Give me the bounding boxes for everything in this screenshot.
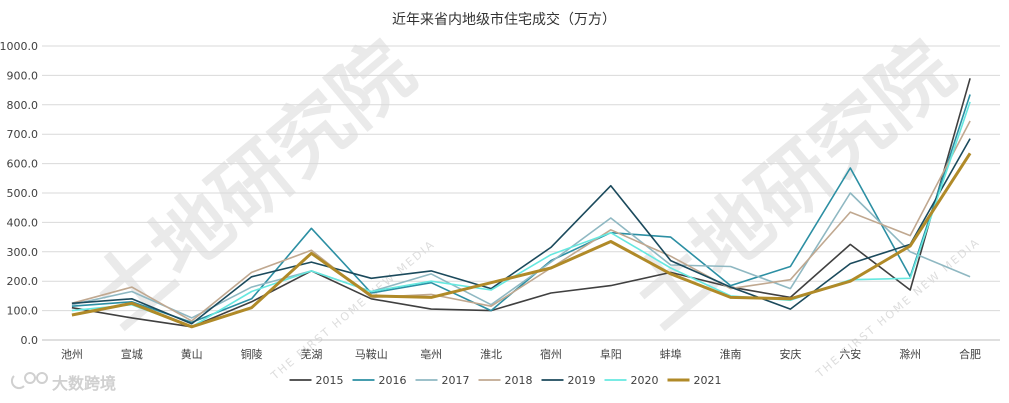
x-tick-label: 池州 [61, 348, 83, 361]
x-axis-ticks: 池州 宣城 黄山 铜陵 芜湖 马鞍山 亳州 淮北 宿州 阜阳 蚌埠 淮南 安庆 六安 滁州 合肥 [61, 347, 981, 361]
x-tick-label: 亳州 [420, 347, 442, 361]
brand-logo: 大数跨境 [10, 372, 116, 393]
legend-label: 2021 [694, 374, 722, 387]
y-tick-label: 500.0 [7, 187, 39, 200]
series-line-2017 [71, 192, 971, 319]
y-tick-label: 100.0 [7, 305, 39, 318]
grid [42, 45, 1000, 341]
legend-label: 2019 [568, 374, 596, 387]
series-line-2021 [71, 152, 972, 329]
watermark-sub-right: THE FIRST HOME NEW MEDIA [813, 235, 983, 381]
y-tick-label: 800.0 [7, 99, 39, 112]
series-line-2016 [71, 94, 971, 324]
y-tick-label: 900.0 [7, 69, 39, 82]
x-tick-label: 蚌埠 [660, 347, 682, 361]
chart-title: 近年来省内地级市住宅成交（万方） [392, 11, 616, 28]
x-tick-label: 合肥 [959, 347, 981, 361]
series-line-2015 [71, 78, 971, 328]
y-axis-ticks: 0.0 100.0 200.0 300.0 400.0 500.0 600.0 700.0 80… [0, 40, 38, 347]
x-tick-label: 淮南 [720, 348, 742, 361]
y-tick-label: 0.0 [21, 334, 39, 347]
series-line-2018 [71, 120, 971, 322]
y-tick-label: 700.0 [7, 128, 39, 141]
x-tick-label: 铜陵 [241, 347, 263, 361]
x-tick-label: 马鞍山 [355, 347, 388, 361]
y-tick-label: 400.0 [7, 216, 39, 229]
legend: 2015 2016 2017 2018 2019 2020 2021 [289, 374, 722, 387]
legend-item-2017[interactable]: 2017 [415, 374, 470, 387]
x-tick-label: 阜阳 [600, 348, 622, 361]
legend-item-2016[interactable]: 2016 [352, 374, 407, 387]
y-tick-label: 600.0 [7, 158, 39, 171]
legend-label: 2016 [379, 374, 407, 387]
x-tick-label: 滁州 [899, 347, 921, 361]
brand-text: 大数跨境 [52, 374, 116, 393]
legend-item-2019[interactable]: 2019 [541, 374, 596, 387]
series-line-2019 [71, 138, 971, 325]
legend-item-2021[interactable]: 2021 [667, 374, 722, 387]
x-tick-label: 淮北 [480, 348, 502, 361]
x-tick-label: 六安 [839, 347, 861, 361]
y-tick-label: 1000.0 [0, 40, 38, 53]
series-lines [71, 78, 972, 329]
x-tick-label: 宿州 [540, 347, 562, 361]
legend-label: 2015 [316, 374, 344, 387]
legend-item-2020[interactable]: 2020 [604, 374, 659, 387]
y-tick-label: 300.0 [7, 246, 39, 259]
x-tick-label: 芜湖 [300, 347, 322, 361]
brand-icon [10, 372, 48, 390]
legend-label: 2017 [442, 374, 470, 387]
y-tick-label: 200.0 [7, 275, 39, 288]
legend-label: 2020 [631, 374, 659, 387]
x-tick-label: 黄山 [181, 347, 203, 361]
legend-item-2015[interactable]: 2015 [289, 374, 344, 387]
x-tick-label: 安庆 [779, 347, 801, 361]
legend-item-2018[interactable]: 2018 [478, 374, 533, 387]
x-tick-label: 宣城 [121, 347, 143, 361]
watermark-left: 土地研究院 THE FIRST HOME NEW MEDIA [74, 25, 437, 383]
legend-label: 2018 [505, 374, 533, 387]
